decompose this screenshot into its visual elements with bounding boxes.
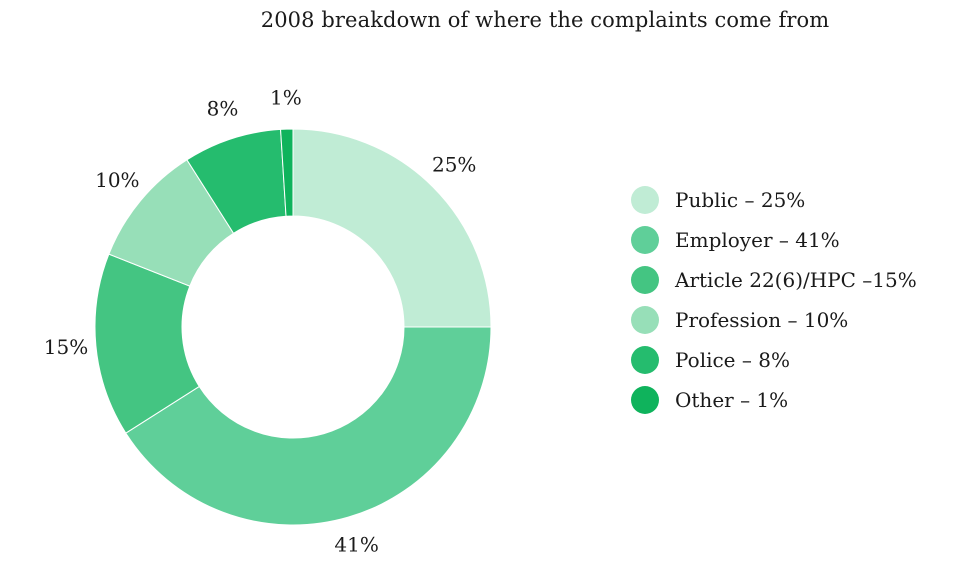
legend-item: Profession – 10% [631,300,917,340]
legend-label: Profession – 10% [675,308,849,332]
legend-swatch [631,186,659,214]
donut-chart: 25% 41% 15% 10% 8% 1% [44,86,492,556]
chart-title: 2008 breakdown of where the complaints c… [260,8,830,32]
legend-item: Article 22(6)/HPC –15% [631,260,917,300]
data-label-police: 8% [207,97,239,121]
pie-slice-employer [125,326,492,526]
legend-item: Public – 25% [631,180,917,220]
legend-swatch [631,386,659,414]
legend-label: Employer – 41% [675,228,840,252]
data-label-article-22-6-hpc: 15% [44,335,88,359]
legend-label: Other – 1% [675,388,789,412]
legend-swatch [631,346,659,374]
data-label-public: 25% [432,152,476,176]
legend-swatch [631,266,659,294]
legend-item: Employer – 41% [631,220,917,260]
pie-slice-other [280,128,294,217]
legend-swatch [631,226,659,254]
legend-swatch [631,306,659,334]
legend-item: Police – 8% [631,340,917,380]
data-label-profession: 10% [95,168,139,192]
data-label-other: 1% [270,86,302,110]
legend-label: Police – 8% [675,348,790,372]
legend-label: Public – 25% [675,188,806,212]
legend-item: Other – 1% [631,380,917,420]
legend-label: Article 22(6)/HPC –15% [675,268,917,292]
legend: Public – 25% Employer – 41% Article 22(6)/… [631,180,917,420]
pie-slice-public [292,128,492,328]
data-label-employer: 41% [334,532,378,556]
